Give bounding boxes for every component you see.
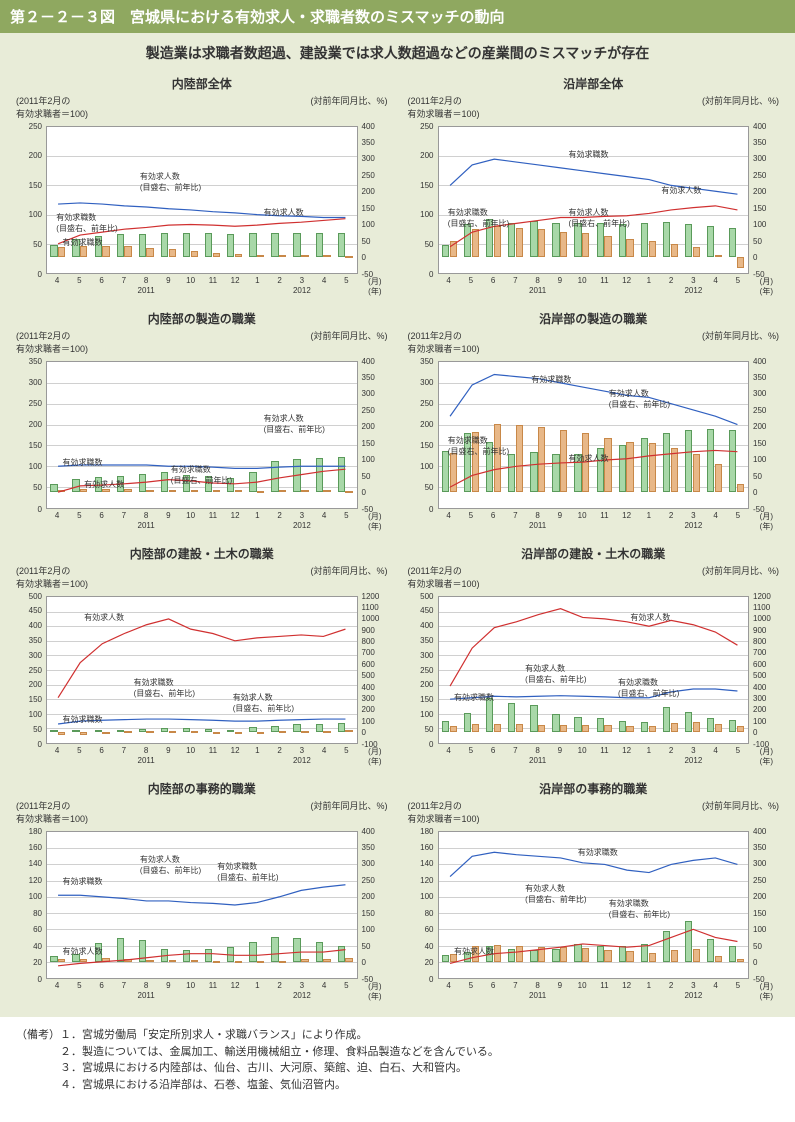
chart-title: 内陸部全体 xyxy=(8,73,396,94)
plot-area: 有効求職数有効求人数有効求人数(目盛右、前年比)有効求職数(目盛右、前年比) xyxy=(438,126,750,274)
chart-panel: 沿岸部全体(2011年2月の有効求職者＝100) (対前年同月比、%)050100… xyxy=(400,73,788,304)
figure-subtitle: 製造業は求職者数超過、建設業では求人数超過などの産業間のミスマッチが存在 xyxy=(0,33,795,73)
chart-meta: (2011年2月の有効求職者＝100) (対前年同月比、%) xyxy=(8,94,396,120)
chart-panel: 内陸部の事務的職業(2011年2月の有効求職者＝100) (対前年同月比、%)02… xyxy=(8,778,396,1009)
chart-title: 内陸部の事務的職業 xyxy=(8,778,396,799)
chart-area: 020406080100120140160180-500501001502002… xyxy=(16,827,388,1007)
chart-panel: 沿岸部の事務的職業(2011年2月の有効求職者＝100) (対前年同月比、%)02… xyxy=(400,778,788,1009)
footer-line: ３．宮城県における内陸部は、仙台、古川、大河原、築館、迫、白石、大和管内。 xyxy=(16,1060,779,1077)
chart-area: 050100150200250-500501001502002503003504… xyxy=(408,122,780,302)
chart-panel: 内陸部の製造の職業(2011年2月の有効求職者＝100) (対前年同月比、%)05… xyxy=(8,308,396,539)
chart-meta: (2011年2月の有効求職者＝100) (対前年同月比、%) xyxy=(400,799,788,825)
footer-line: ２．製造については、金属加工、輸送用機械組立・修理、食料品製造などを含んでいる。 xyxy=(16,1044,779,1061)
chart-title: 内陸部の建設・土木の職業 xyxy=(8,543,396,564)
plot-area: 有効求職数有効求人数有効求人数(目盛右、前年比)有効求職数(目盛右、前年比) xyxy=(46,126,358,274)
meta-right: (対前年同月比、%) xyxy=(311,799,388,825)
meta-right: (対前年同月比、%) xyxy=(702,329,779,355)
chart-meta: (2011年2月の有効求職者＝100) (対前年同月比、%) xyxy=(8,799,396,825)
chart-area: 050100150200250300350400450500-100010020… xyxy=(16,592,388,772)
meta-left: (2011年2月の有効求職者＝100) xyxy=(408,329,480,355)
chart-panel: 沿岸部の製造の職業(2011年2月の有効求職者＝100) (対前年同月比、%)05… xyxy=(400,308,788,539)
chart-meta: (2011年2月の有効求職者＝100) (対前年同月比、%) xyxy=(400,329,788,355)
meta-right: (対前年同月比、%) xyxy=(702,94,779,120)
plot-area: 有効求職数有効求人数有効求人数(目盛右、前年比)有効求職数(目盛右、前年比) xyxy=(46,831,358,979)
chart-title: 沿岸部の製造の職業 xyxy=(400,308,788,329)
chart-area: 050100150200250-500501001502002503003504… xyxy=(16,122,388,302)
figure-header: 第２－２－３図 宮城県における有効求人・求職者数のミスマッチの動向 xyxy=(0,0,795,33)
chart-title: 沿岸部の建設・土木の職業 xyxy=(400,543,788,564)
chart-meta: (2011年2月の有効求職者＝100) (対前年同月比、%) xyxy=(8,329,396,355)
chart-panel: 沿岸部の建設・土木の職業(2011年2月の有効求職者＝100) (対前年同月比、%… xyxy=(400,543,788,774)
chart-meta: (2011年2月の有効求職者＝100) (対前年同月比、%) xyxy=(400,94,788,120)
plot-area: 有効求職数有効求人数有効求人数(目盛右、前年比)有効求職数(目盛右、前年比) xyxy=(46,596,358,744)
meta-left: (2011年2月の有効求職者＝100) xyxy=(16,799,88,825)
meta-left: (2011年2月の有効求職者＝100) xyxy=(16,329,88,355)
meta-left: (2011年2月の有効求職者＝100) xyxy=(408,94,480,120)
chart-area: 050100150200250300350-500501001502002503… xyxy=(16,357,388,537)
chart-area: 050100150200250300350400450500-100010020… xyxy=(408,592,780,772)
meta-right: (対前年同月比、%) xyxy=(311,564,388,590)
chart-area: 050100150200250300350-500501001502002503… xyxy=(408,357,780,537)
meta-left: (2011年2月の有効求職者＝100) xyxy=(16,94,88,120)
meta-left: (2011年2月の有効求職者＝100) xyxy=(16,564,88,590)
meta-left: (2011年2月の有効求職者＝100) xyxy=(408,564,480,590)
chart-title: 沿岸部の事務的職業 xyxy=(400,778,788,799)
chart-panel: 内陸部の建設・土木の職業(2011年2月の有効求職者＝100) (対前年同月比、%… xyxy=(8,543,396,774)
meta-right: (対前年同月比、%) xyxy=(702,799,779,825)
plot-area: 有効求職数有効求人数有効求人数(目盛右、前年比)有効求職数(目盛右、前年比) xyxy=(438,596,750,744)
chart-title: 内陸部の製造の職業 xyxy=(8,308,396,329)
footer-notes: （備考）１．宮城労働局「安定所別求人・求職バランス」により作成。 ２．製造につい… xyxy=(0,1017,795,1103)
meta-right: (対前年同月比、%) xyxy=(311,329,388,355)
meta-right: (対前年同月比、%) xyxy=(311,94,388,120)
footer-line: ４．宮城県における沿岸部は、石巻、塩釜、気仙沼管内。 xyxy=(16,1077,779,1094)
chart-area: 020406080100120140160180-500501001502002… xyxy=(408,827,780,1007)
meta-right: (対前年同月比、%) xyxy=(702,564,779,590)
chart-title: 沿岸部全体 xyxy=(400,73,788,94)
chart-meta: (2011年2月の有効求職者＝100) (対前年同月比、%) xyxy=(400,564,788,590)
chart-meta: (2011年2月の有効求職者＝100) (対前年同月比、%) xyxy=(8,564,396,590)
meta-left: (2011年2月の有効求職者＝100) xyxy=(408,799,480,825)
plot-area: 有効求職数有効求人数有効求人数(目盛右、前年比)有効求職数(目盛右、前年比) xyxy=(46,361,358,509)
chart-grid: 内陸部全体(2011年2月の有効求職者＝100)(対前年同月比、%)050100… xyxy=(0,73,795,1009)
plot-area: 有効求職数有効求人数有効求人数(目盛右、前年比)有効求職数(目盛右、前年比) xyxy=(438,361,750,509)
page: 第２－２－３図 宮城県における有効求人・求職者数のミスマッチの動向 製造業は求職… xyxy=(0,0,795,1017)
chart-panel: 内陸部全体(2011年2月の有効求職者＝100) (対前年同月比、%)050100… xyxy=(8,73,396,304)
footer-line: （備考）１．宮城労働局「安定所別求人・求職バランス」により作成。 xyxy=(16,1027,779,1044)
plot-area: 有効求職数有効求人数有効求人数(目盛右、前年比)有効求職数(目盛右、前年比) xyxy=(438,831,750,979)
